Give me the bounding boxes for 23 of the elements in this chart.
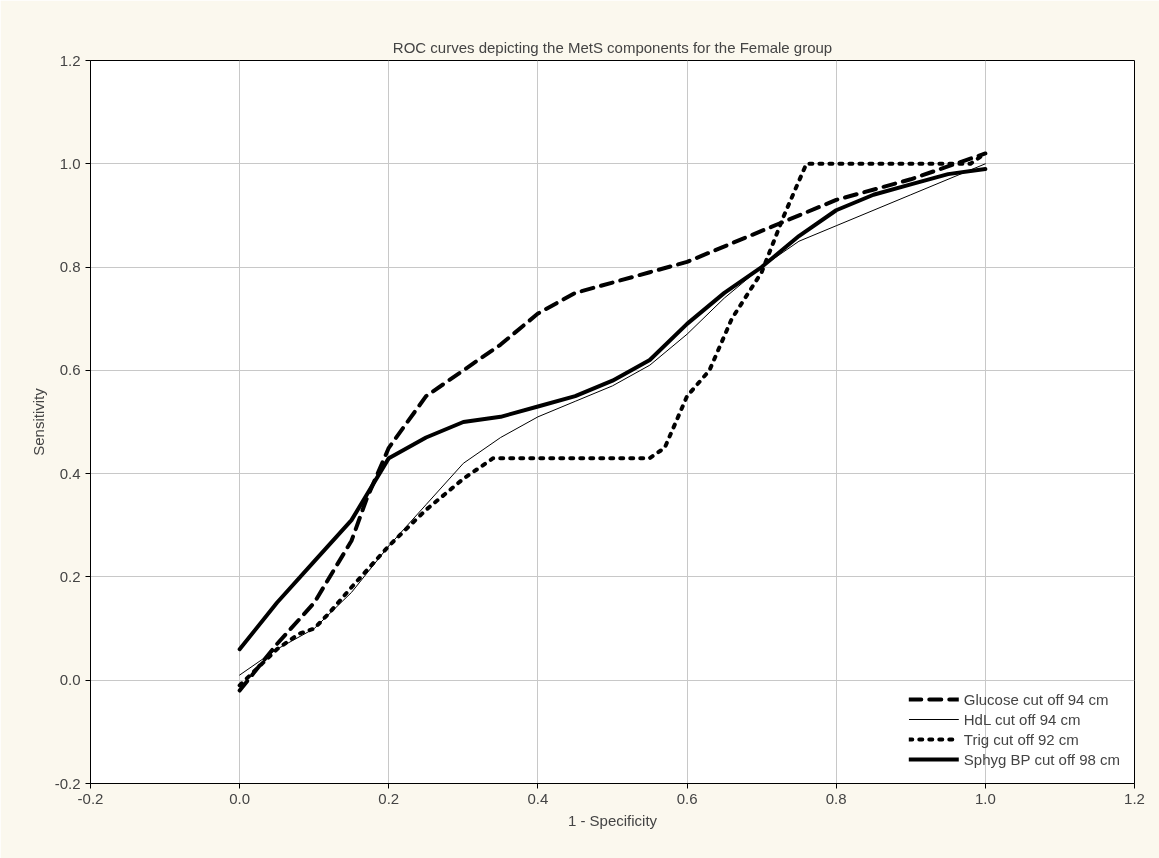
legend-label: Glucose cut off 94 cm <box>963 690 1109 708</box>
x-tick-label: 0.4 <box>527 789 549 807</box>
x-tick-label: 0.8 <box>825 789 847 807</box>
chart-title: ROC curves depicting the MetS components for the Female group <box>392 38 833 56</box>
x-tick-label: -0.2 <box>77 789 104 807</box>
y-tick-label: 1.2 <box>59 51 81 69</box>
y-tick-label: 0.2 <box>59 567 81 585</box>
x-tick-label: 0.6 <box>676 789 698 807</box>
x-tick-label: 1.0 <box>974 789 996 807</box>
legend-label: Sphyg BP cut off 98 cm <box>963 750 1120 768</box>
y-tick-label: 0.4 <box>59 464 81 482</box>
legend-label: HdL cut off 94 cm <box>963 710 1081 728</box>
y-axis-title: Sensitivity <box>29 387 47 456</box>
x-axis-title: 1 - Specificity <box>567 811 658 829</box>
x-tick-label: 0.2 <box>378 789 400 807</box>
x-tick-label: 0.0 <box>229 789 251 807</box>
y-tick-label: 0.0 <box>59 671 81 689</box>
y-tick-label: 1.0 <box>59 154 81 172</box>
y-tick-label: 0.6 <box>59 361 81 379</box>
x-tick-label: 1.2 <box>1124 789 1145 807</box>
y-tick-label: -0.2 <box>54 774 81 792</box>
legend-label: Trig cut off 92 cm <box>963 730 1079 748</box>
y-tick-label: 0.8 <box>59 258 81 276</box>
